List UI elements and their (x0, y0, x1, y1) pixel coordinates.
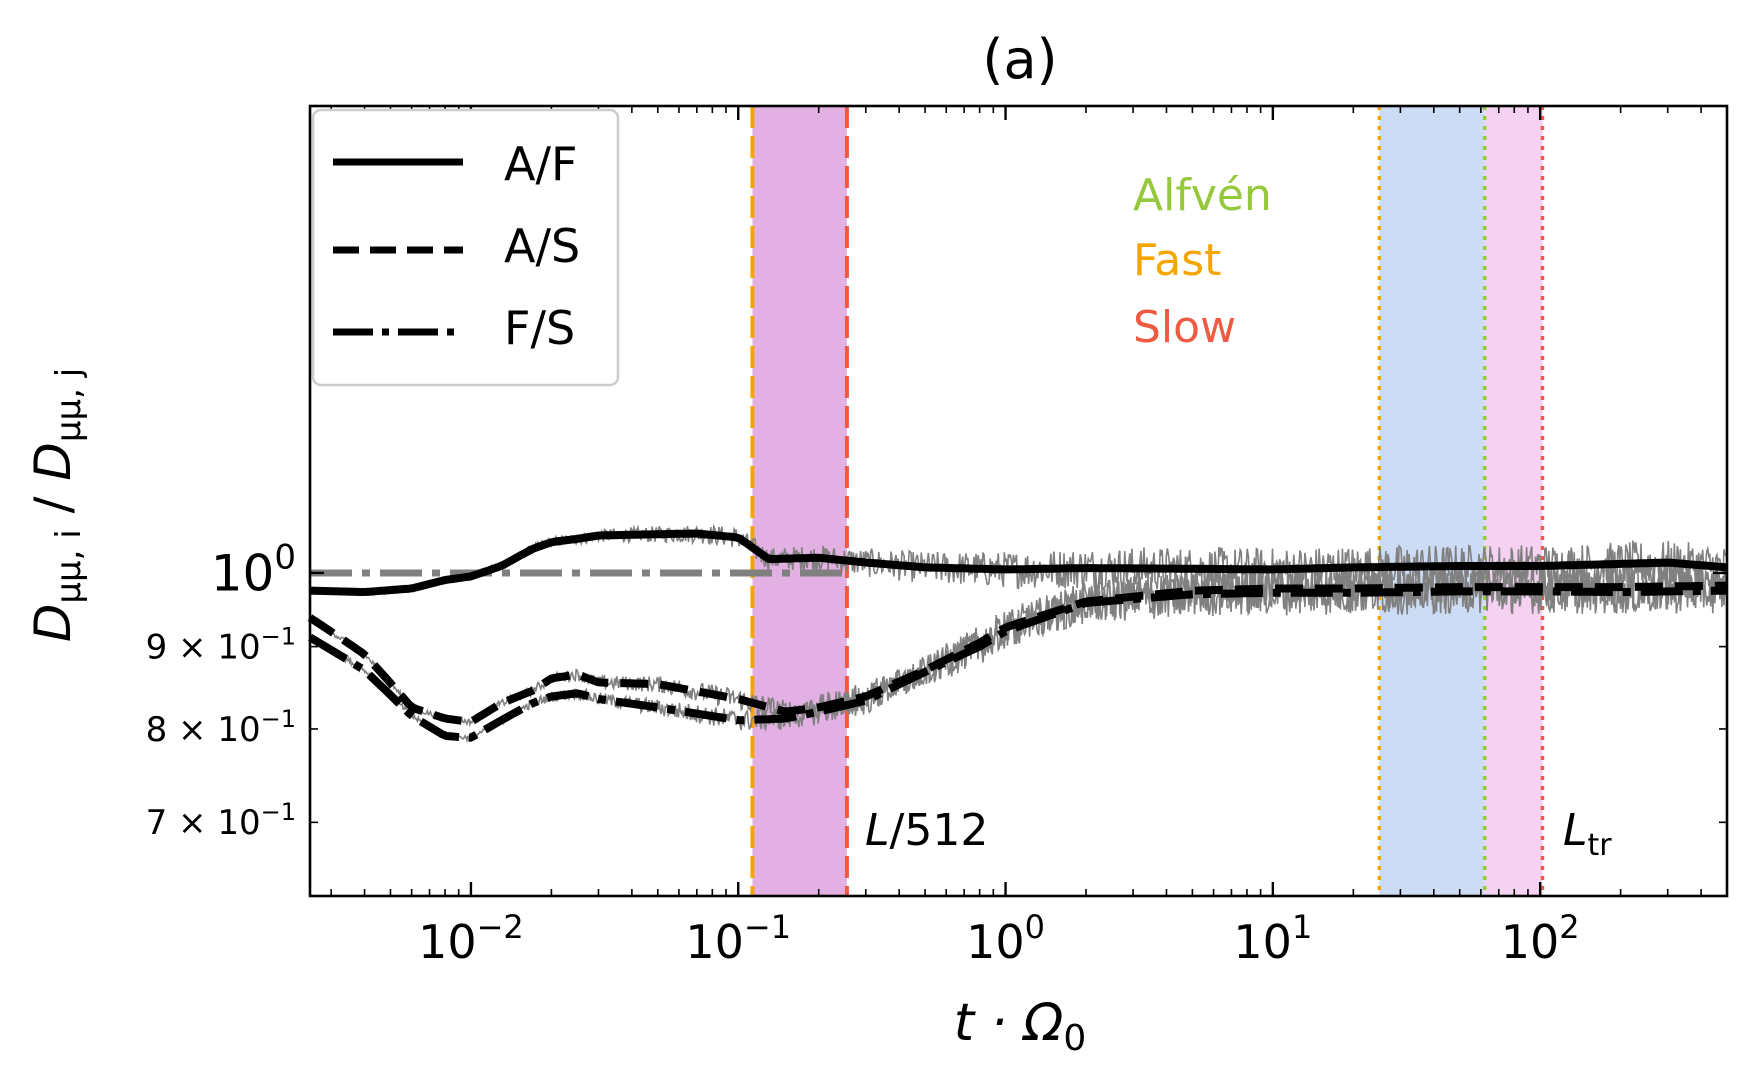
legend: A/F A/S F/S (311, 108, 620, 387)
x-axis-label-main: t · Ω (954, 993, 1064, 1053)
y-tick-exp-2: −1 (261, 705, 296, 733)
scale-markers (310, 106, 1545, 896)
y-label-sep: / (24, 481, 82, 530)
x-tick-base-4: 10 (1501, 915, 1560, 969)
scale-label-ltr-sub: tr (1588, 828, 1613, 863)
scale-label-ltr: Ltr (1563, 805, 1612, 863)
x-axis-label: t · Ω0 (954, 993, 1087, 1059)
scale-label-l512-rest: /512 (890, 805, 989, 856)
plot-frame (308, 104, 1729, 898)
y-tick-label-3: 7 × 10−1 (146, 798, 296, 843)
x-tick-exp-0: −2 (477, 908, 524, 946)
x-axis-label-subscript: 0 (1063, 1018, 1086, 1059)
series-F/S (308, 586, 1728, 742)
y-axis-label: Dμμ, i / Dμμ, j (24, 368, 89, 642)
legend-label-af: A/F (504, 137, 577, 191)
band-0 (752, 106, 847, 896)
x-tick-exp-1: −1 (744, 908, 791, 946)
scale-label-l512: L/512 (865, 805, 988, 856)
chart-title: (a) (982, 28, 1057, 91)
legend-label-fs: F/S (504, 301, 575, 355)
y-tick-label-0: 100 (211, 537, 296, 602)
x-tick-label-3: 101 (1233, 908, 1312, 969)
x-tick-label-2: 100 (966, 908, 1045, 969)
series-A/F (309, 529, 1728, 596)
y-tick-base-1: 9 × 10 (146, 628, 261, 668)
annotation-fast: Fast (1133, 235, 1221, 286)
x-tick-label-0: 10−2 (418, 908, 524, 969)
y-label-num-sub: μμ, i (49, 529, 89, 603)
y-tick-exp-3: −1 (261, 798, 296, 826)
x-tick-base-2: 10 (966, 915, 1025, 969)
annotation-slow: Slow (1133, 302, 1236, 353)
x-tick-label-1: 10−1 (685, 908, 791, 969)
y-label-num: D (24, 604, 82, 643)
scale-label-ltr-letter: L (1563, 805, 1588, 856)
x-tick-base-0: 10 (418, 915, 477, 969)
x-tick-exp-4: 2 (1559, 908, 1579, 946)
x-tick-exp-3: 1 (1292, 908, 1312, 946)
annotation-alfven: Alfvén (1133, 170, 1272, 221)
legend-box (311, 108, 620, 387)
y-tick-label-1: 9 × 10−1 (146, 623, 296, 668)
series-lines (307, 529, 1728, 742)
x-tick-base-3: 10 (1233, 915, 1292, 969)
y-label-den: D (24, 442, 82, 481)
x-tick-base-1: 10 (685, 915, 744, 969)
y-tick-base-3: 7 × 10 (146, 803, 261, 843)
x-tick-label-4: 102 (1501, 908, 1580, 969)
x-tick-exp-2: 0 (1025, 908, 1045, 946)
y-tick-exp-1: −1 (261, 623, 296, 651)
band-1 (1379, 106, 1485, 896)
shaded-bands (752, 106, 1543, 896)
y-tick-base-2: 8 × 10 (146, 710, 261, 750)
y-tick-label-2: 8 × 10−1 (146, 705, 296, 750)
band-2 (1484, 106, 1543, 896)
legend-label-as: A/S (504, 219, 580, 273)
y-tick-exp-0: 0 (274, 537, 296, 577)
y-label-den-sub: μμ, j (49, 368, 89, 442)
y-tick-base-0: 10 (211, 544, 275, 602)
scale-label-l512-letter: L (865, 805, 890, 856)
